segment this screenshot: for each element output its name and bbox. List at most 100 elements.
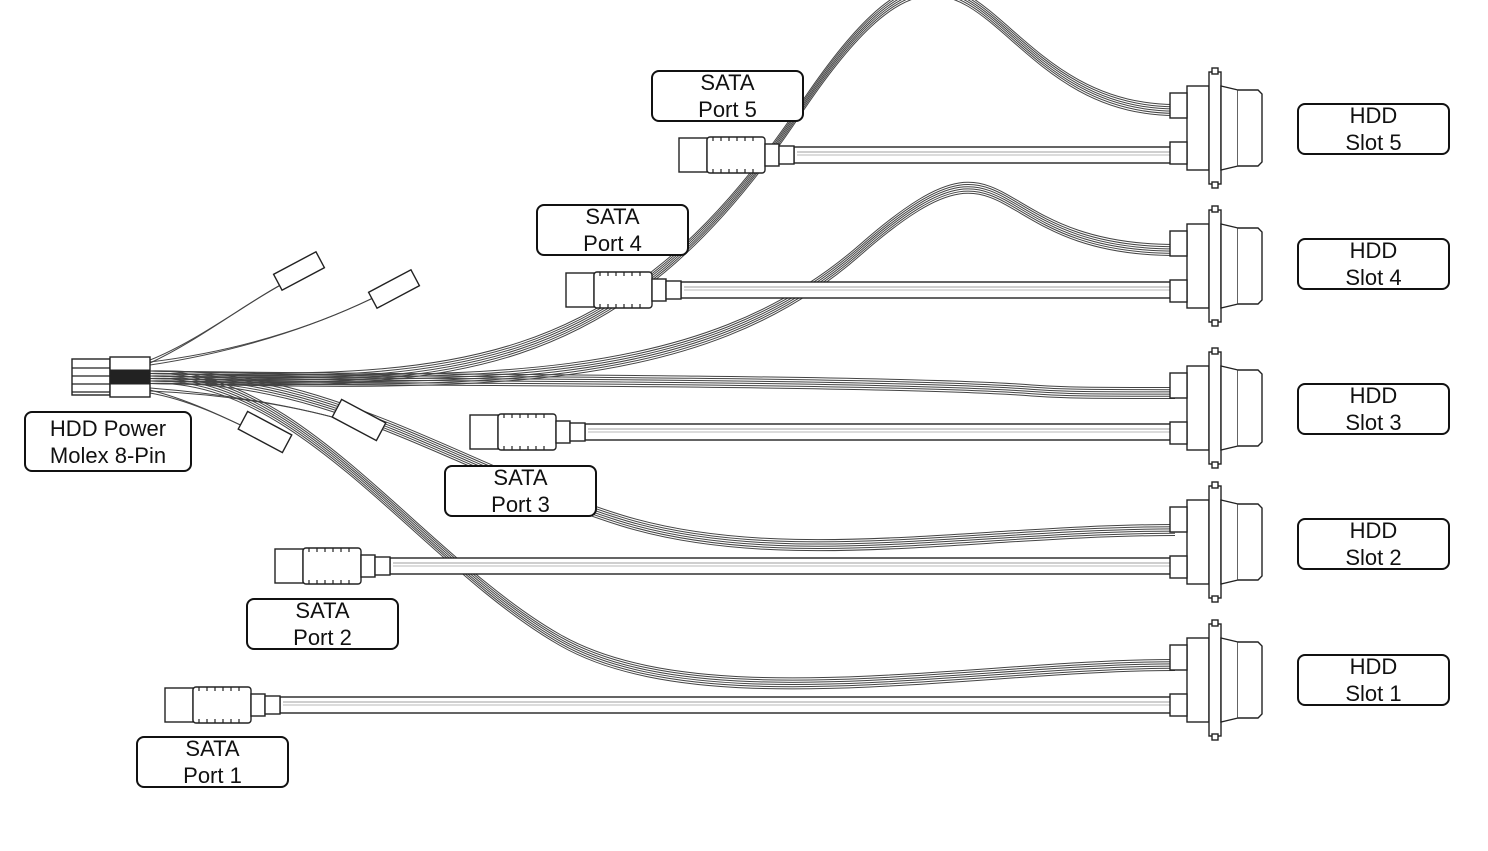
sata-plug-body xyxy=(497,413,557,451)
connector-face xyxy=(1220,637,1239,723)
power-wire xyxy=(149,382,1176,552)
sata-plug-head xyxy=(565,272,595,308)
stub-wire xyxy=(149,291,386,366)
label-line: SATA xyxy=(295,598,350,623)
sata-strain-relief xyxy=(555,420,571,444)
label-line: HDD xyxy=(1349,103,1398,128)
label-sata-port-5: SATA Port 5 xyxy=(651,70,804,122)
sata-plug-head xyxy=(164,687,194,723)
connector-body xyxy=(1186,499,1210,585)
stub-terminal xyxy=(331,398,387,442)
molex-8pin-connector xyxy=(71,356,151,398)
connector-tab xyxy=(1211,67,1219,75)
connector-tab xyxy=(1211,319,1219,327)
power-wire xyxy=(149,0,1176,374)
label-sata-port-2: SATA Port 2 xyxy=(246,598,399,650)
label-hdd-slot-4: HDD Slot 4 xyxy=(1297,238,1450,290)
label-line: Slot 4 xyxy=(1345,265,1402,290)
connector-face-edge xyxy=(1238,503,1263,581)
hdd-slot-connector-3 xyxy=(1169,347,1263,469)
power-wire xyxy=(149,377,1176,547)
connector-face xyxy=(1220,365,1239,451)
label-hdd-power-molex: HDD Power Molex 8-Pin xyxy=(24,411,192,472)
sata-plug-head xyxy=(678,137,708,173)
label-sata-port-3: SATA Port 3 xyxy=(444,465,597,517)
sata-plug-head xyxy=(469,414,499,450)
connector-tab xyxy=(1211,619,1219,627)
power-wire xyxy=(149,372,1176,681)
label-sata-port-4: SATA Port 4 xyxy=(536,204,689,256)
stub-wire xyxy=(149,279,291,364)
connector-body xyxy=(1186,223,1210,309)
power-wire xyxy=(149,0,1176,379)
connector-wire-entry xyxy=(1169,506,1188,533)
sata-plug-body xyxy=(706,136,766,174)
connector-wire-entry xyxy=(1169,555,1188,579)
power-wire xyxy=(149,370,1176,679)
power-wire xyxy=(149,0,1176,381)
power-wire xyxy=(149,186,1176,380)
power-wire xyxy=(149,383,1176,399)
power-wire xyxy=(149,377,1176,686)
connector-flange xyxy=(1208,623,1222,737)
label-hdd-slot-1: HDD Slot 1 xyxy=(1297,654,1450,706)
label-line: HDD xyxy=(1349,383,1398,408)
sata-strain-relief xyxy=(264,695,281,715)
sata-cable-5 xyxy=(678,136,1176,174)
connector-tab xyxy=(1211,205,1219,213)
label-line: Port 3 xyxy=(491,492,550,517)
connector-face xyxy=(1220,85,1239,171)
connectors xyxy=(71,67,1263,741)
sata-cable-2 xyxy=(274,547,1176,585)
label-line: Molex 8-Pin xyxy=(49,442,167,468)
molex-housing xyxy=(71,358,111,396)
stub-wire xyxy=(149,291,386,363)
stub-terminal xyxy=(367,268,421,310)
label-line: HDD xyxy=(1349,654,1398,679)
connector-flange xyxy=(1208,351,1222,465)
power-wire xyxy=(149,0,1176,376)
label-sata-port-1: SATA Port 1 xyxy=(136,736,289,788)
power-wire xyxy=(149,192,1176,387)
power-wire xyxy=(149,375,1176,545)
sata-strain-relief xyxy=(665,280,682,300)
label-hdd-slot-2: HDD Slot 2 xyxy=(1297,518,1450,570)
label-line: HDD xyxy=(1349,518,1398,543)
sata-strain-relief xyxy=(764,143,780,167)
connector-tab xyxy=(1211,733,1219,741)
connector-wire-entry xyxy=(1169,372,1188,399)
label-line: Port 5 xyxy=(698,97,757,122)
connector-wire-entry xyxy=(1169,230,1188,257)
stub-terminal xyxy=(237,410,293,454)
sata-plug-body xyxy=(302,547,362,585)
label-line: Slot 1 xyxy=(1345,681,1402,706)
hdd-slot-connector-2 xyxy=(1169,481,1263,603)
sata-cable-4 xyxy=(565,271,1176,309)
label-line: Slot 2 xyxy=(1345,545,1402,570)
power-wire xyxy=(149,188,1176,383)
connector-tab xyxy=(1211,461,1219,469)
sata-cable-1 xyxy=(164,686,1176,724)
connector-tab xyxy=(1211,481,1219,489)
sata-strain-relief xyxy=(569,422,586,442)
molex-latch xyxy=(109,369,151,385)
label-hdd-slot-3: HDD Slot 3 xyxy=(1297,383,1450,435)
label-line: Port 1 xyxy=(183,763,242,788)
sata-plug-head xyxy=(274,548,304,584)
label-line: SATA xyxy=(493,465,548,490)
power-wire xyxy=(149,380,1176,397)
connector-face xyxy=(1220,223,1239,309)
connector-face-edge xyxy=(1238,641,1263,719)
connector-wire-entry xyxy=(1169,279,1188,303)
connector-wire-entry xyxy=(1169,141,1188,165)
label-line: SATA xyxy=(185,736,240,761)
sata-strain-relief xyxy=(250,693,266,717)
connector-tab xyxy=(1211,347,1219,355)
connector-tab xyxy=(1211,595,1219,603)
label-line: Slot 3 xyxy=(1345,410,1402,435)
power-wire xyxy=(149,380,1176,549)
connector-flange xyxy=(1208,71,1222,185)
connector-body xyxy=(1186,365,1210,451)
connector-face xyxy=(1220,499,1239,585)
